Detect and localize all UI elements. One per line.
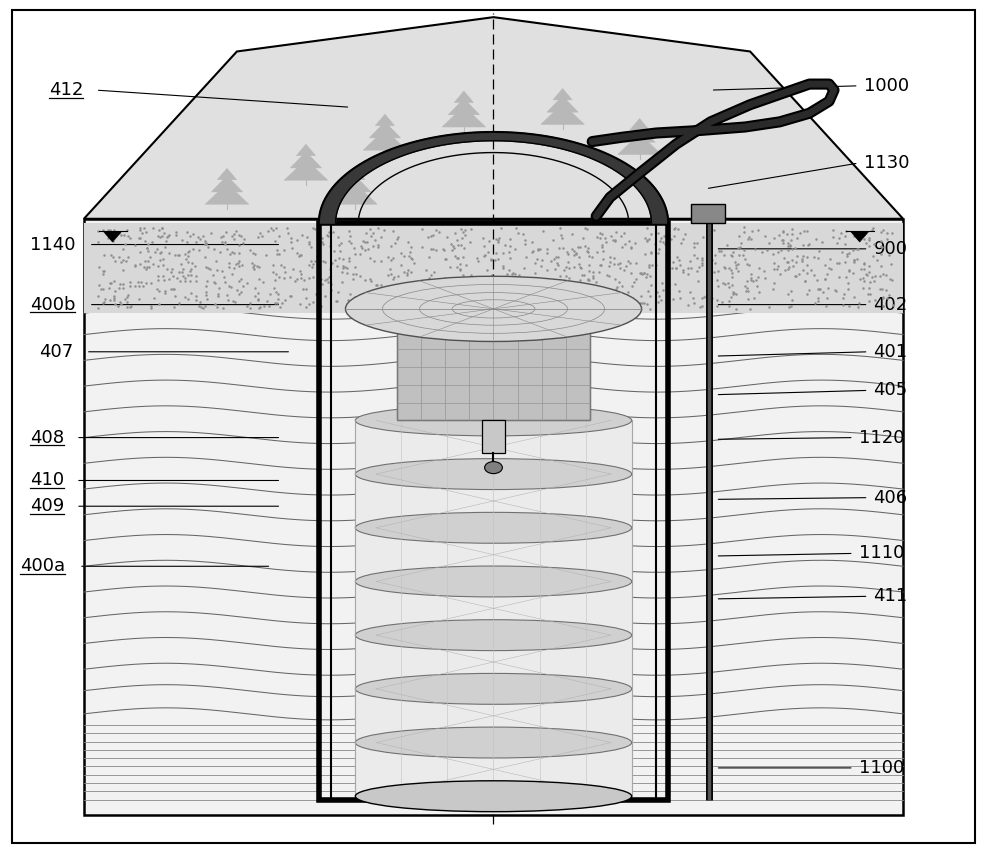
Bar (84, 219, 902, 815)
Text: 401: 401 (873, 343, 907, 360)
Polygon shape (84, 17, 902, 219)
Bar (330, 223, 656, 800)
Text: 411: 411 (873, 588, 907, 605)
Polygon shape (211, 176, 243, 192)
Polygon shape (369, 122, 400, 138)
Text: 1000: 1000 (863, 77, 908, 94)
Polygon shape (623, 126, 655, 142)
Polygon shape (375, 114, 394, 125)
Polygon shape (284, 160, 327, 180)
Polygon shape (546, 96, 578, 112)
Polygon shape (339, 176, 371, 192)
Text: 900: 900 (873, 240, 906, 257)
Ellipse shape (355, 405, 631, 436)
Text: 410: 410 (30, 472, 64, 489)
Bar (318, 223, 668, 800)
Ellipse shape (355, 781, 631, 812)
Text: 408: 408 (30, 429, 64, 446)
Ellipse shape (355, 512, 631, 543)
Bar (355, 420, 631, 474)
Ellipse shape (345, 276, 641, 341)
Ellipse shape (355, 566, 631, 597)
Ellipse shape (484, 462, 502, 474)
Polygon shape (318, 132, 668, 223)
Polygon shape (290, 152, 321, 168)
Text: 406: 406 (873, 489, 907, 506)
Polygon shape (345, 168, 365, 179)
Text: 1110: 1110 (858, 545, 903, 562)
Text: 402: 402 (873, 296, 907, 313)
Polygon shape (552, 88, 572, 100)
Text: 412: 412 (49, 82, 84, 99)
Polygon shape (205, 184, 248, 204)
Polygon shape (850, 232, 868, 242)
Bar (84, 223, 902, 313)
Bar (355, 635, 631, 689)
Text: 1130: 1130 (863, 154, 908, 172)
Ellipse shape (355, 674, 631, 704)
Polygon shape (333, 184, 377, 204)
Polygon shape (540, 104, 584, 124)
Bar (355, 742, 631, 796)
Polygon shape (617, 134, 661, 154)
Polygon shape (448, 99, 479, 115)
Polygon shape (442, 106, 485, 127)
Text: 1140: 1140 (30, 236, 75, 253)
Polygon shape (629, 118, 649, 130)
Bar (355, 528, 631, 582)
Bar (355, 474, 631, 528)
Ellipse shape (355, 727, 631, 758)
Ellipse shape (355, 619, 631, 650)
Polygon shape (454, 91, 473, 102)
Bar (690, 204, 725, 223)
Text: 400b: 400b (30, 296, 75, 313)
Bar (355, 689, 631, 742)
Text: 407: 407 (39, 343, 74, 360)
Text: 1120: 1120 (858, 429, 903, 446)
Bar (481, 420, 505, 453)
Ellipse shape (355, 459, 631, 490)
Bar (396, 313, 590, 420)
Polygon shape (363, 130, 406, 150)
Bar (355, 582, 631, 635)
Polygon shape (217, 168, 237, 179)
Polygon shape (104, 232, 121, 242)
Polygon shape (296, 144, 316, 155)
Text: 405: 405 (873, 382, 907, 399)
Text: 409: 409 (30, 498, 64, 515)
Text: 1100: 1100 (858, 759, 903, 776)
Text: 400a: 400a (20, 558, 65, 575)
